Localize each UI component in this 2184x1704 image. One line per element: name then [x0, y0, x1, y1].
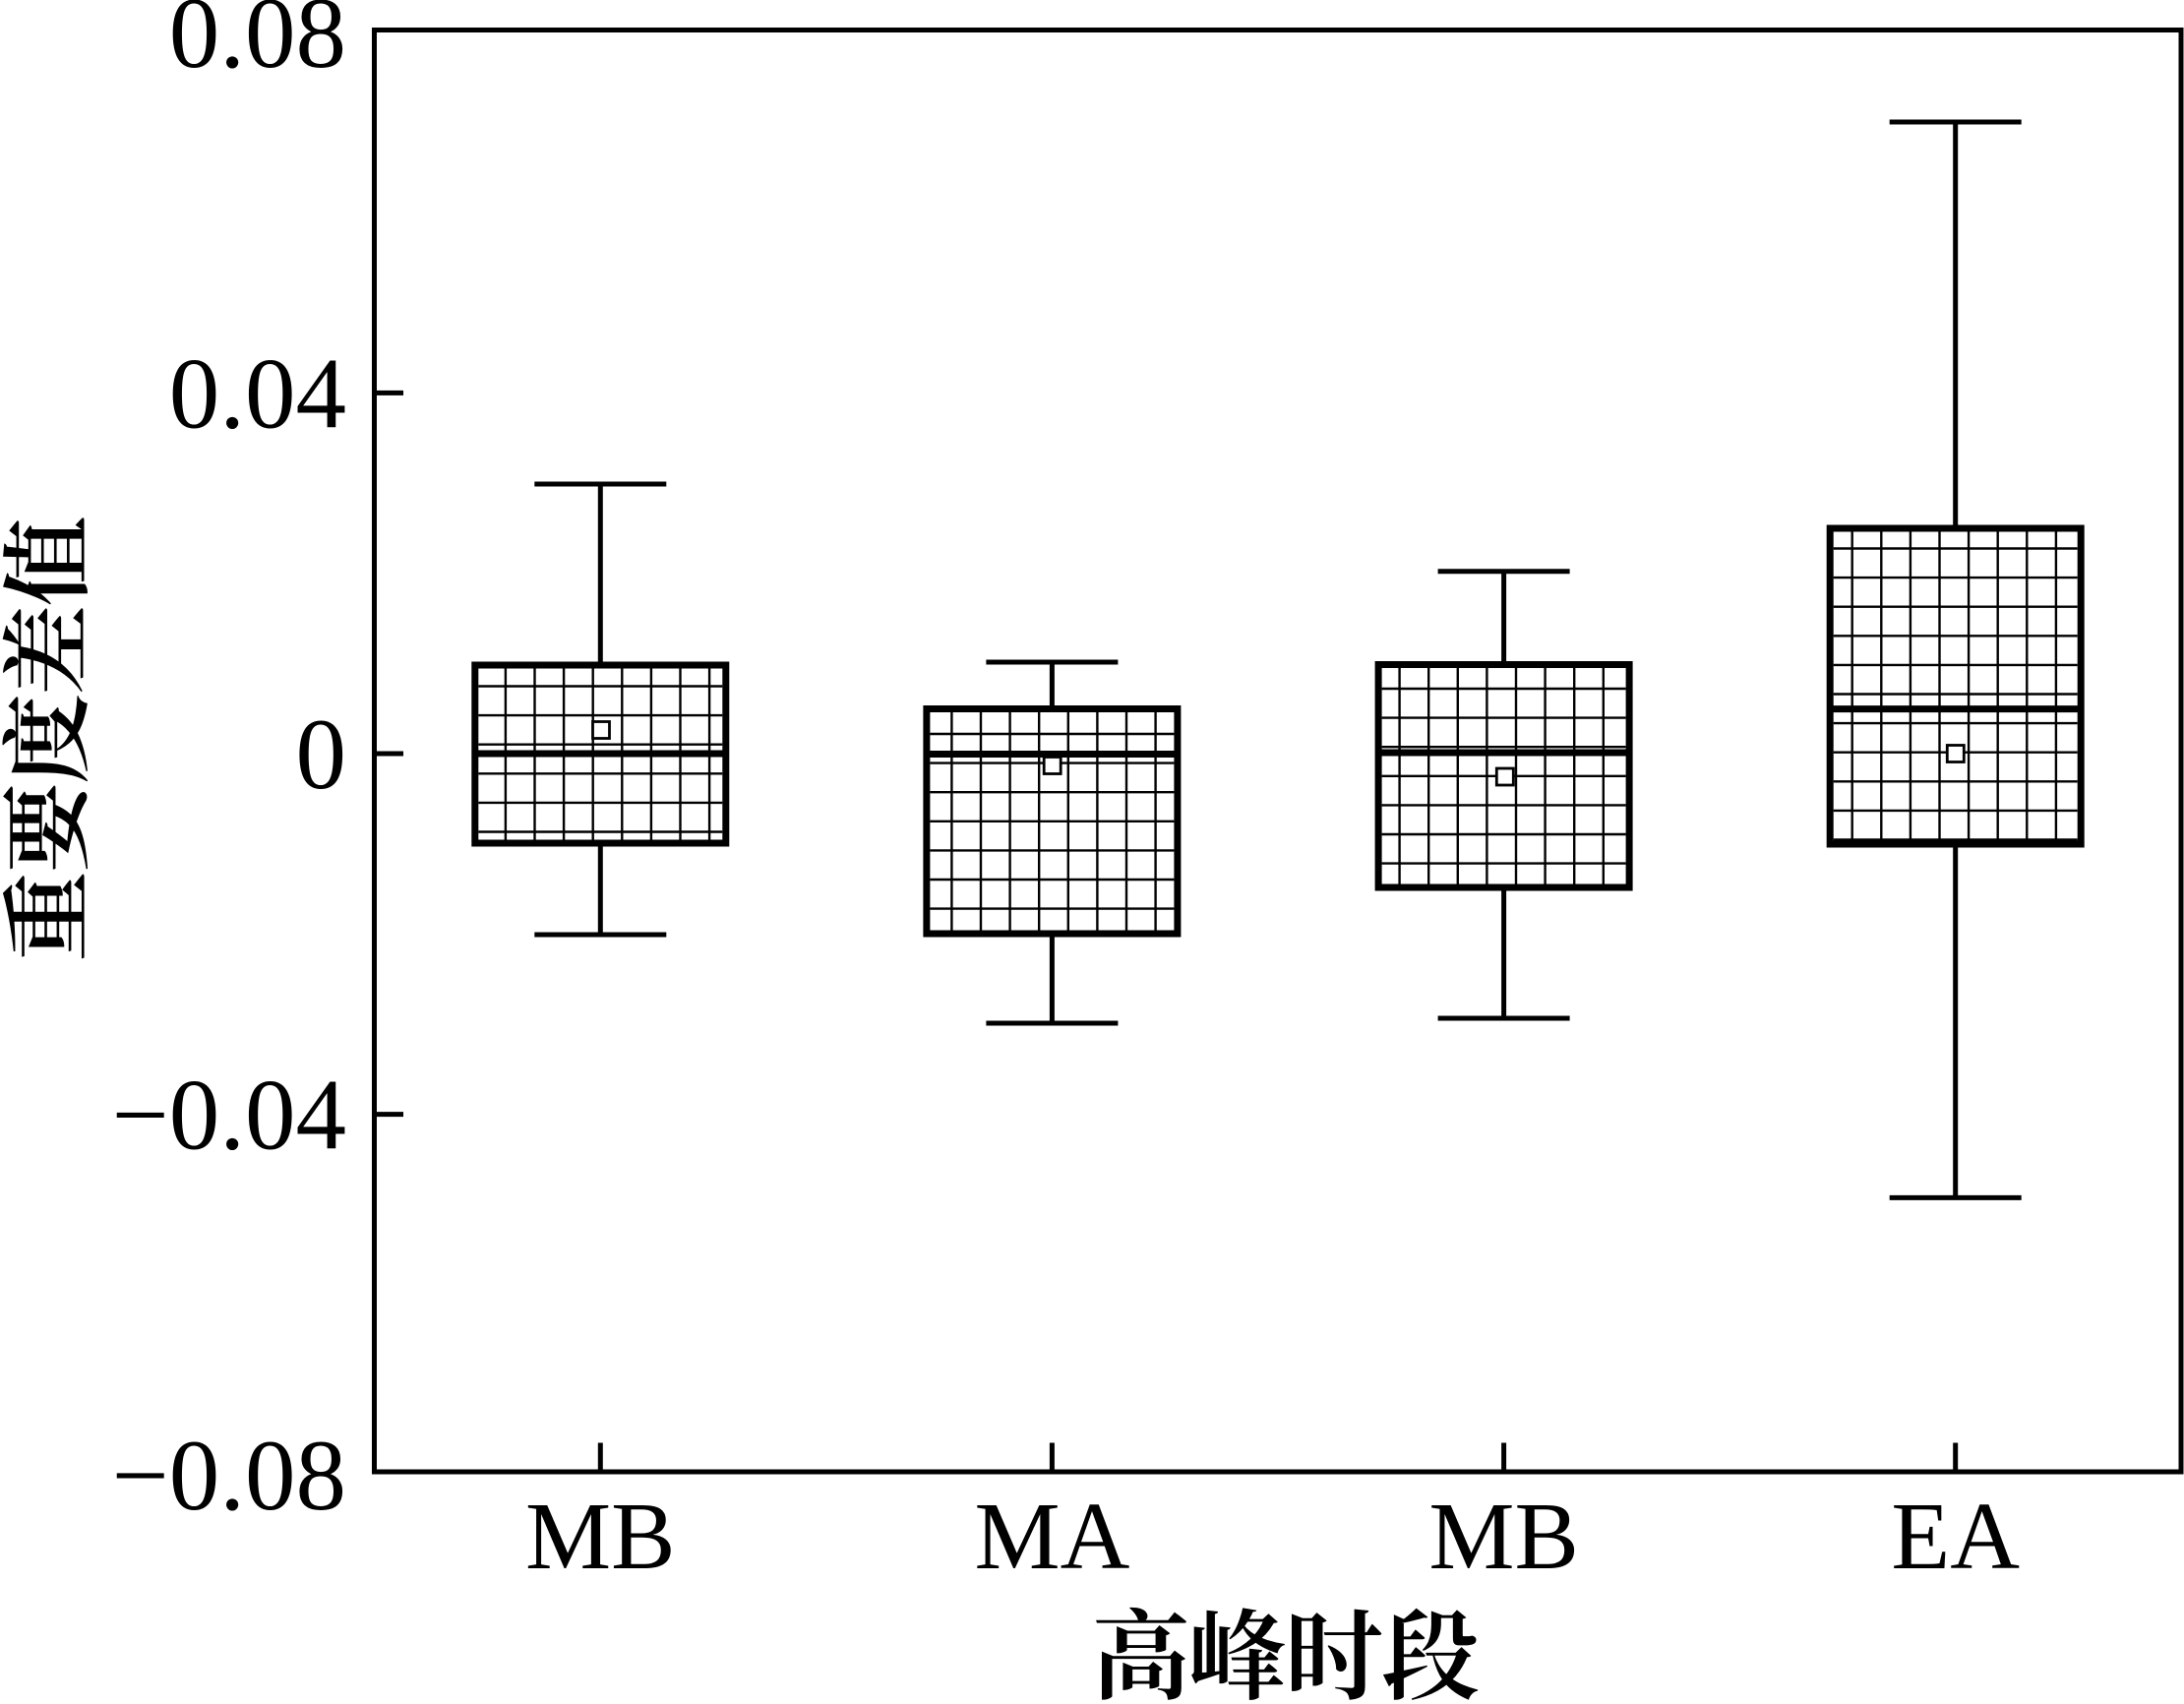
svg-text:0.08: 0.08: [169, 0, 346, 90]
svg-text:MB: MB: [1428, 1484, 1579, 1590]
svg-text:−0.04: −0.04: [112, 1060, 346, 1172]
svg-text:EA: EA: [1891, 1484, 2020, 1590]
svg-text:MA: MA: [974, 1484, 1129, 1590]
svg-text:−0.08: −0.08: [112, 1420, 346, 1532]
svg-text:0: 0: [296, 699, 347, 811]
svg-text:MB: MB: [525, 1484, 676, 1590]
svg-text:0.04: 0.04: [169, 337, 346, 450]
